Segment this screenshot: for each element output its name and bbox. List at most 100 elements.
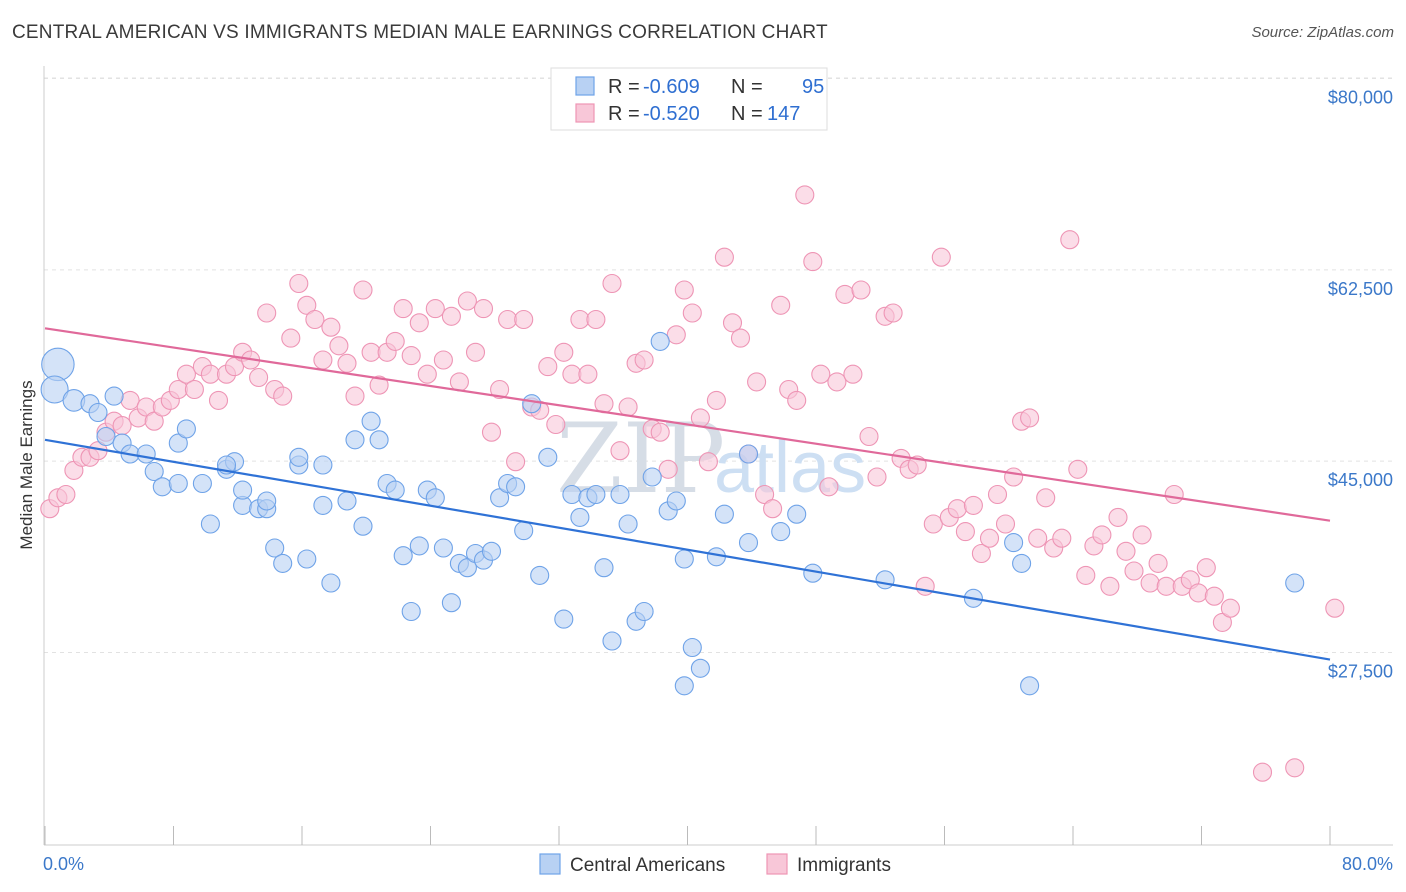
immigrants-point: [859, 426, 879, 447]
central-americans-point: [594, 558, 614, 578]
central-americans-point: [425, 488, 445, 508]
y-tick-label: $62,500: [1328, 279, 1393, 299]
immigrants-point: [931, 247, 951, 267]
immigrants-point: [297, 295, 317, 315]
immigrants-point: [1164, 484, 1184, 505]
immigrants-point: [305, 309, 325, 330]
immigrants-point: [570, 309, 590, 330]
immigrants-point: [1156, 576, 1176, 596]
immigrants-point: [56, 484, 76, 505]
central-americans-point: [200, 514, 220, 534]
immigrants-point: [1325, 598, 1345, 618]
immigrants-point: [851, 280, 871, 300]
immigrants-point: [112, 416, 132, 436]
immigrants-point: [586, 309, 606, 330]
immigrants-point: [827, 372, 847, 392]
immigrants-point: [208, 390, 229, 410]
central-americans-point: [738, 533, 759, 553]
immigrants-point: [971, 543, 991, 564]
immigrants-point: [393, 299, 413, 319]
axes: [43, 66, 1393, 846]
central-americans-point: [522, 394, 542, 414]
central-americans-point: [714, 504, 734, 524]
central-americans-point: [787, 504, 807, 524]
immigrants-point: [562, 364, 582, 384]
immigrants-point: [281, 328, 301, 348]
immigrants-point: [883, 303, 903, 323]
immigrants-point: [867, 467, 887, 487]
immigrants-point: [425, 299, 445, 319]
immigrants-point: [184, 379, 204, 400]
immigrants-point: [819, 477, 839, 497]
immigrants-point: [361, 342, 381, 362]
central-americans-point: [40, 375, 69, 404]
y-axis-label: Median Male Earnings: [17, 380, 36, 549]
immigrants-point: [747, 372, 767, 392]
central-americans-point: [136, 444, 156, 464]
immigrants-point: [1285, 758, 1305, 778]
immigrants-point: [618, 397, 638, 417]
immigrants-point: [313, 350, 333, 370]
central-americans-point: [586, 484, 606, 505]
central-americans-point: [265, 538, 285, 558]
central-americans-point: [674, 549, 694, 569]
central-americans-point: [345, 430, 365, 450]
legend-box: [550, 67, 828, 131]
immigrants-point: [490, 379, 510, 400]
immigrants-point: [1004, 467, 1024, 487]
immigrants-point: [249, 367, 269, 388]
central-americans-point: [96, 426, 116, 447]
central-americans-point: [650, 331, 670, 351]
central-americans-point: [1285, 573, 1305, 593]
immigrants-point: [353, 280, 373, 300]
stats-legend: R = -0.609 N = 95 R = -0.520 N = 147: [550, 67, 828, 131]
legend-r-value-1: -0.609: [643, 76, 700, 98]
central-americans-point: [1004, 533, 1024, 553]
immigrants-point: [987, 484, 1008, 505]
immigrants-point: [979, 528, 1000, 548]
legend-n-label-1: N =: [731, 76, 768, 98]
trend-lines: [44, 327, 1331, 661]
immigrants-point: [1252, 762, 1273, 782]
chart-source: Source: ZipAtlas.com: [1251, 24, 1394, 41]
immigrants-point: [1092, 525, 1112, 545]
central-americans-point: [562, 484, 582, 505]
immigrants-point: [1148, 553, 1168, 573]
central-americans-point: [104, 386, 124, 406]
immigrants-point: [955, 522, 975, 542]
central-americans-point: [41, 347, 75, 382]
central-americans-point: [618, 514, 638, 534]
central-americans-point: [457, 558, 477, 578]
immigrants-point: [369, 375, 389, 395]
central-americans-point: [176, 419, 196, 439]
immigrants-point: [730, 328, 751, 348]
immigrants-point: [401, 346, 421, 366]
immigrants-point: [763, 499, 783, 519]
y-tick-labels: $80,000 $62,500 $45,000 $27,500: [1328, 88, 1393, 682]
legend-r-label-1: R =: [608, 76, 645, 98]
immigrants-point: [722, 313, 743, 333]
central-americans-point: [289, 447, 309, 467]
central-americans-point: [602, 631, 622, 651]
central-americans-point: [361, 411, 381, 431]
central-americans-point: [610, 484, 630, 505]
central-americans-point: [313, 455, 333, 475]
legend-swatch-pink: [575, 103, 595, 123]
immigrants-point: [995, 514, 1016, 534]
central-americans-point: [321, 573, 341, 593]
immigrants-point: [1196, 558, 1216, 578]
chart-title: CENTRAL AMERICAN VS IMMIGRANTS MEDIAN MA…: [12, 22, 828, 43]
immigrants-point: [554, 342, 574, 362]
central-americans-point: [506, 477, 526, 497]
immigrants-point: [546, 414, 566, 435]
immigrants-point: [1028, 528, 1048, 548]
immigrants-point: [449, 372, 469, 392]
immigrants-point: [1188, 583, 1208, 603]
central-americans-point: [88, 402, 108, 423]
central-americans-point: [481, 541, 502, 561]
legend-n-value-1: 95: [802, 76, 824, 98]
immigrants-point: [465, 342, 486, 362]
immigrants-point: [481, 422, 502, 442]
central-americans-point: [168, 433, 188, 453]
